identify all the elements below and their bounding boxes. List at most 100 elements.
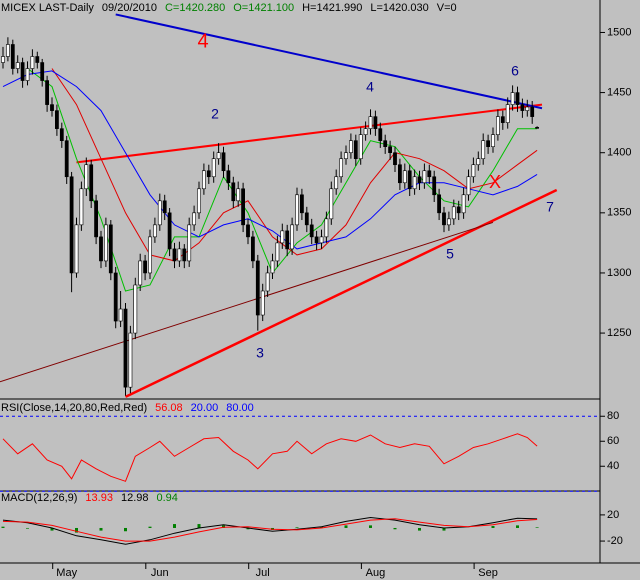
header-readout: 13.93 bbox=[85, 492, 113, 504]
annotation: 4 bbox=[366, 79, 374, 95]
candle-body bbox=[461, 194, 466, 214]
annotation: X bbox=[489, 172, 501, 192]
candle-body bbox=[59, 128, 64, 141]
moving-average bbox=[2, 70, 538, 250]
trend-line bbox=[115, 13, 543, 110]
panel-header: MICEX LAST-Daily 09/20/2010 C=1420.280 O=14… bbox=[1, 2, 457, 14]
y-tick-label: 1500 bbox=[607, 26, 631, 38]
header-readout: V=0 bbox=[437, 2, 457, 14]
candle-body bbox=[89, 164, 94, 202]
candle-body bbox=[177, 248, 182, 262]
candle-body bbox=[427, 170, 432, 178]
candle-body bbox=[246, 224, 250, 238]
candle-body bbox=[334, 176, 339, 190]
candle-body bbox=[162, 200, 167, 214]
candle-body bbox=[148, 236, 152, 274]
candle-body bbox=[192, 212, 197, 226]
candle-body bbox=[157, 200, 162, 226]
candle-body bbox=[255, 260, 260, 316]
candle-body bbox=[182, 248, 187, 262]
candle-body bbox=[486, 140, 491, 147]
candle-body bbox=[324, 218, 329, 238]
header-readout: 12.98 bbox=[121, 492, 149, 504]
candle-body bbox=[275, 242, 280, 262]
candle-body bbox=[491, 134, 495, 147]
header-readout: 56.08 bbox=[155, 402, 183, 414]
candle-body bbox=[314, 236, 319, 244]
candle-body bbox=[30, 56, 35, 69]
candle-body bbox=[64, 140, 69, 178]
histogram-bar bbox=[50, 527, 54, 531]
candle-body bbox=[353, 140, 358, 160]
histogram-bar bbox=[295, 527, 299, 528]
candle-body bbox=[79, 188, 84, 226]
candle-body bbox=[94, 200, 99, 238]
candle-body bbox=[40, 62, 45, 81]
candle-body bbox=[304, 212, 309, 226]
candle-body bbox=[118, 308, 123, 322]
header-readout: O=1421.100 bbox=[233, 2, 294, 14]
candle-body bbox=[280, 230, 285, 244]
histogram-bar bbox=[442, 527, 446, 531]
candle-body bbox=[437, 194, 442, 214]
y-tick-label: 1350 bbox=[607, 207, 631, 219]
candle-body bbox=[510, 92, 515, 105]
candle-body bbox=[363, 128, 368, 135]
y-tick-label: 1300 bbox=[607, 267, 631, 279]
panel-title: MICEX LAST-Daily bbox=[1, 2, 94, 14]
x-tick-label: Sep bbox=[478, 567, 498, 579]
trend-line bbox=[124, 188, 558, 398]
candle-body bbox=[476, 158, 481, 166]
header-readout: L=1420.030 bbox=[370, 2, 428, 14]
candle-body bbox=[216, 152, 221, 160]
y-tick-label: 1450 bbox=[607, 86, 631, 98]
y-tick-label: 1400 bbox=[607, 147, 631, 159]
candle-body bbox=[197, 188, 201, 214]
candle-body bbox=[231, 182, 236, 202]
candle-body bbox=[74, 224, 79, 274]
histogram-bar bbox=[246, 527, 250, 530]
panel-title: RSI(Close,14,20,80,Red,Red) bbox=[1, 402, 147, 414]
candle-body bbox=[221, 152, 226, 172]
candle-body bbox=[153, 224, 157, 238]
trend-line bbox=[76, 103, 543, 164]
candle-body bbox=[15, 62, 20, 69]
moving-average bbox=[51, 68, 538, 262]
header-readout: 80.00 bbox=[226, 402, 254, 414]
candle-body bbox=[265, 272, 270, 292]
candle-body bbox=[299, 194, 304, 214]
candle-body bbox=[446, 218, 451, 226]
candle-body bbox=[451, 206, 456, 220]
candle-body bbox=[270, 260, 275, 274]
candle-body bbox=[226, 170, 231, 184]
annotation: 6 bbox=[511, 63, 519, 79]
candle-body bbox=[348, 140, 353, 154]
y-tick-label: 20 bbox=[607, 509, 619, 521]
candle-body bbox=[417, 176, 422, 184]
candle-body bbox=[309, 224, 314, 238]
histogram-bar bbox=[99, 527, 103, 531]
header-readout: 0.94 bbox=[156, 492, 177, 504]
y-tick-label: -20 bbox=[607, 535, 623, 547]
candle-body bbox=[54, 110, 59, 129]
header-date: 09/20/2010 bbox=[102, 2, 157, 14]
candle-body bbox=[339, 158, 344, 178]
candle-body bbox=[35, 56, 40, 63]
candle-body bbox=[108, 224, 113, 274]
candle-body bbox=[45, 80, 50, 105]
candle-body bbox=[202, 170, 206, 190]
candle-body bbox=[471, 164, 476, 178]
y-tick-label: 60 bbox=[607, 435, 619, 447]
histogram-bar bbox=[75, 527, 78, 533]
candle-body bbox=[422, 170, 427, 184]
candle-body bbox=[104, 224, 108, 262]
histogram-bar bbox=[320, 526, 323, 528]
candle-body bbox=[368, 116, 373, 129]
trend-line bbox=[0, 221, 494, 383]
candle-body bbox=[69, 176, 74, 274]
candle-body bbox=[20, 62, 25, 81]
histogram-bar bbox=[535, 527, 539, 528]
candle-body bbox=[295, 194, 299, 226]
candle-body bbox=[285, 230, 290, 250]
